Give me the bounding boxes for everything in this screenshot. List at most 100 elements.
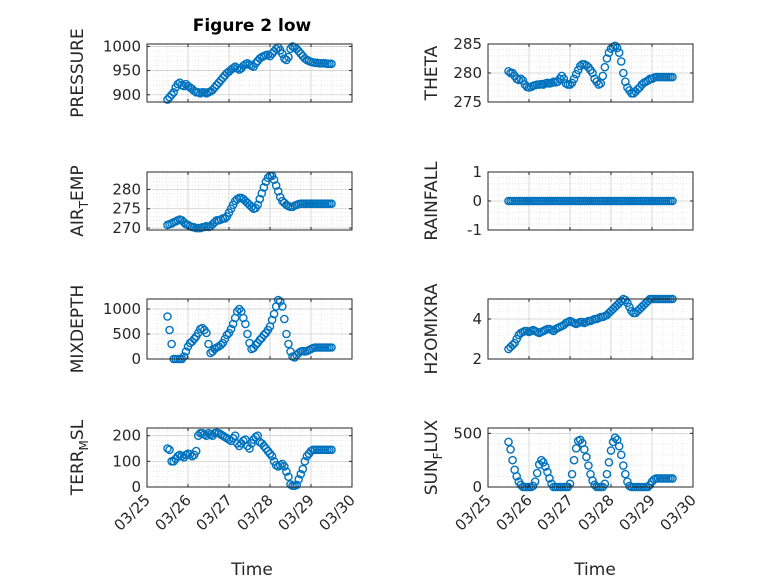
data-point	[616, 450, 626, 460]
series-markers	[504, 196, 677, 206]
data-point	[327, 59, 336, 69]
figure-title: Figure 2 low	[193, 16, 312, 36]
y-axis-label-subscript: T	[77, 200, 91, 209]
data-point	[606, 446, 616, 455]
series-markers	[163, 428, 336, 491]
x-tick-label: 03/30	[657, 491, 700, 534]
data-point	[567, 469, 577, 479]
axes-box	[487, 427, 694, 488]
data-point	[619, 461, 628, 470]
data-point	[251, 340, 260, 350]
data-point	[610, 433, 620, 442]
data-point	[302, 451, 312, 461]
data-point	[255, 335, 265, 345]
data-point	[275, 297, 285, 306]
x-tick-label: 03/28	[234, 491, 277, 534]
data-point	[202, 431, 211, 440]
data-point	[234, 304, 244, 314]
data-point	[504, 437, 513, 447]
data-point	[198, 323, 207, 333]
data-point	[280, 54, 289, 63]
data-point	[298, 464, 308, 474]
data-point	[545, 474, 554, 483]
data-point	[253, 200, 263, 210]
data-point	[187, 337, 197, 346]
series-markers	[163, 171, 336, 233]
data-point	[179, 352, 189, 361]
subplot-rainfall: -1 0 1 RAINFALL	[422, 161, 694, 241]
data-point	[191, 446, 201, 456]
data-point	[271, 44, 281, 54]
data-point	[602, 469, 612, 479]
data-point	[327, 343, 336, 352]
data-point	[559, 74, 569, 84]
y-tick-label: 1000	[103, 37, 141, 55]
data-point	[273, 187, 283, 196]
data-point	[575, 61, 585, 71]
data-point	[282, 329, 291, 339]
data-point	[598, 71, 608, 81]
y-axis-label-main: RAINFALL	[422, 161, 442, 241]
axes-box	[487, 298, 694, 360]
data-point	[269, 175, 279, 185]
data-point	[567, 78, 577, 88]
y-axis-label-tail: SL	[68, 419, 88, 440]
y-tick-label: 200	[112, 427, 141, 445]
y-tick-label: 280	[112, 180, 141, 198]
data-point	[668, 196, 677, 206]
data-point	[294, 348, 304, 358]
data-point	[582, 452, 591, 462]
axes-box	[146, 298, 353, 360]
data-point	[616, 57, 626, 66]
series-markers	[163, 42, 336, 104]
data-point	[621, 77, 630, 86]
data-point	[600, 62, 610, 72]
y-tick-label: 275	[112, 200, 141, 218]
data-point	[228, 63, 238, 73]
data-point	[668, 474, 677, 483]
data-point	[604, 48, 614, 58]
data-point	[565, 80, 575, 89]
data-point	[516, 74, 526, 84]
data-point	[588, 476, 597, 485]
data-point	[518, 76, 528, 85]
data-point	[327, 445, 336, 455]
data-point	[284, 339, 293, 349]
y-axis-label: TERRMSL	[68, 419, 91, 496]
y-tick-label: 900	[112, 86, 141, 104]
data-point	[508, 455, 517, 465]
data-point	[627, 306, 636, 316]
y-axis-label-subscript: F	[431, 452, 445, 459]
y-tick-label: 0	[131, 478, 141, 496]
y-tick-label: 270	[112, 219, 141, 237]
data-point	[588, 68, 597, 78]
data-point	[257, 439, 267, 448]
data-point	[165, 325, 174, 335]
data-point	[165, 445, 174, 455]
y-tick-label: 285	[453, 35, 482, 53]
y-tick-label: 500	[112, 325, 141, 343]
data-point	[243, 329, 252, 339]
axes-box	[146, 427, 353, 488]
data-point	[179, 81, 189, 91]
x-tick-label: 03/25	[452, 491, 495, 534]
data-point	[259, 330, 269, 340]
y-axis-label: AIRTEMP	[68, 165, 91, 236]
y-axis-label: H2OMIXRA	[422, 283, 442, 374]
data-point	[189, 334, 199, 344]
axes-box	[146, 43, 353, 103]
y-axis-label: RAINFALL	[422, 161, 442, 241]
data-point	[259, 441, 269, 451]
data-point	[167, 339, 176, 349]
data-point	[167, 90, 176, 100]
subplot-mixdepth: 0 500 1000 MIXDEPTH	[68, 285, 353, 373]
data-point	[614, 441, 624, 451]
y-tick-label: 1000	[103, 300, 141, 318]
y-axis-label: THETA	[422, 45, 442, 101]
data-point	[202, 328, 211, 338]
y-axis-label-main: TERR	[68, 450, 88, 496]
data-point	[532, 468, 542, 478]
y-tick-label: 275	[453, 93, 482, 111]
